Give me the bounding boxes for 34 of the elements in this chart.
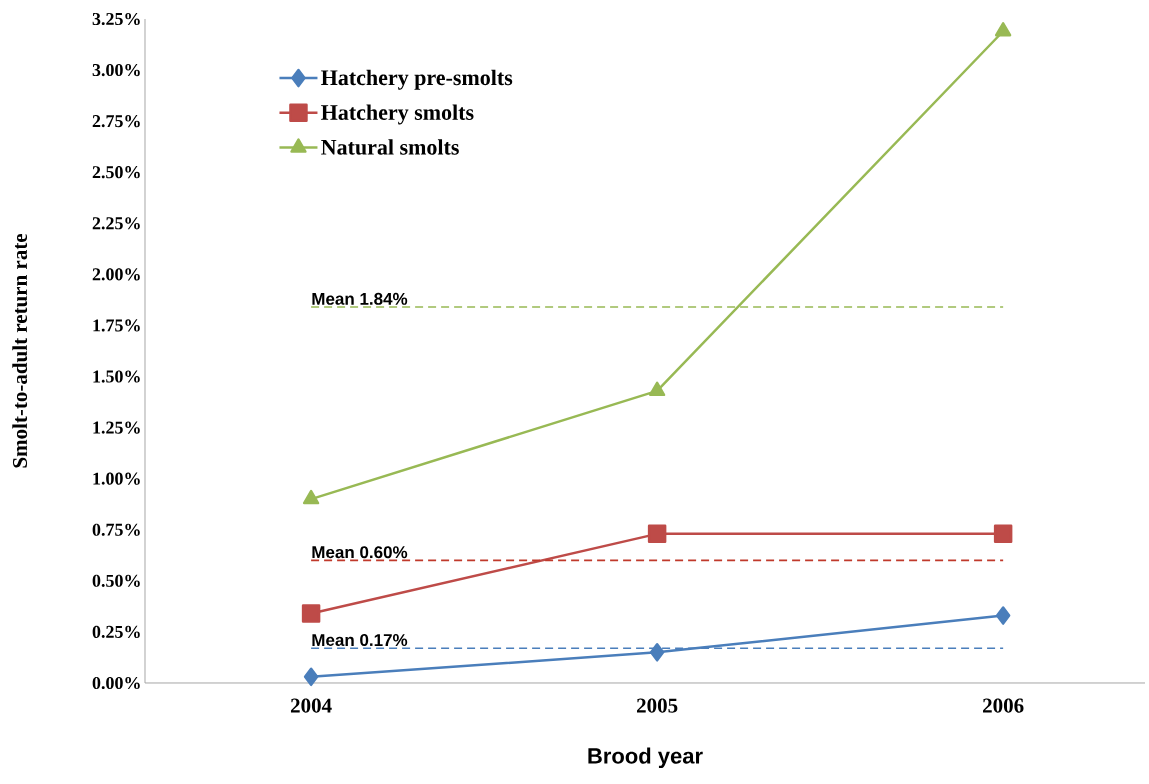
point <box>647 524 667 544</box>
y-axis-title: Smolt-to-adult return rate <box>12 233 28 468</box>
y-tick-label: 2.75% <box>92 115 140 128</box>
y-tick-label: 0.75% <box>92 523 140 536</box>
y-tick-label: 2.25% <box>92 217 140 230</box>
point <box>301 604 321 623</box>
ref-line-label: Mean 0.60% <box>312 546 408 559</box>
ref-line-label: Mean 1.84% <box>312 292 408 305</box>
y-tick-label: 2.50% <box>92 166 140 179</box>
y-tick-label: 3.25% <box>92 12 140 26</box>
legend-label: Natural smolts <box>321 139 459 155</box>
y-tick-label: 1.00% <box>93 472 140 485</box>
point <box>994 22 1012 37</box>
legend-label: Hatchery smolts <box>321 104 474 125</box>
point <box>649 643 665 662</box>
ref-line-label: Mean 0.17% <box>312 634 408 647</box>
y-tick-label: 2.00% <box>92 268 140 281</box>
x-tick-label: 2006 <box>983 698 1024 713</box>
x-tick-label: 2005 <box>637 698 678 713</box>
y-tick-label: 0.50% <box>92 574 140 587</box>
y-tick-label: 1.25% <box>93 421 140 434</box>
y-tick-label: 1.50% <box>93 370 140 383</box>
y-tick-label: 0.00% <box>92 676 140 690</box>
point <box>303 667 319 687</box>
point <box>993 524 1013 544</box>
legend-label: Hatchery pre-smolts <box>321 69 513 90</box>
y-tick-label: 1.75% <box>93 319 140 332</box>
point <box>995 606 1011 625</box>
x-tick-label: 2004 <box>290 698 332 713</box>
y-tick-label: 3.00% <box>92 63 140 77</box>
point <box>648 381 666 397</box>
x-axis-title: Brood year <box>588 747 703 769</box>
point <box>302 489 320 505</box>
y-tick-label: 0.25% <box>92 625 140 639</box>
